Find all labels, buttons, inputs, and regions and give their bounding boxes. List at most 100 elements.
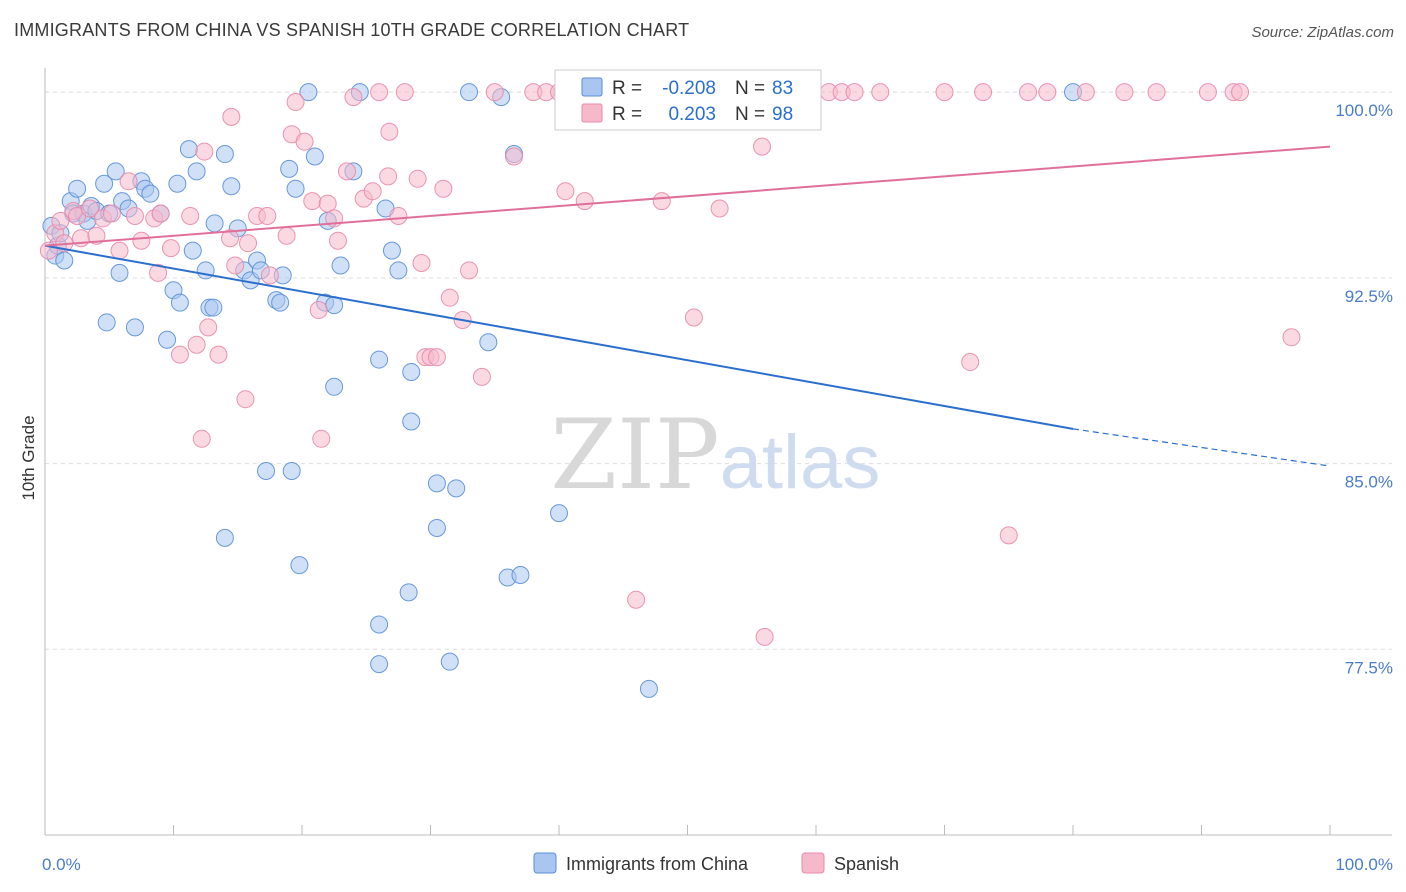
legend-box: R = -0.208 N = 83 R = 0.203 N = 98 (554, 69, 822, 131)
china-point (370, 655, 389, 674)
china-point (511, 566, 530, 584)
spanish-point (181, 206, 200, 225)
china-trend-line (44, 244, 1074, 430)
spanish-point (125, 206, 144, 225)
spanish-point (1076, 83, 1095, 102)
spanish-point (505, 147, 524, 166)
spanish-point (102, 204, 121, 223)
china-point (389, 261, 408, 280)
x-tick-label-min: 0.0% (42, 855, 81, 874)
china-point (125, 318, 144, 337)
spanish-point (312, 429, 331, 448)
spanish-point (344, 88, 363, 107)
legend-china-n-label: N = (735, 78, 765, 99)
chart-title: IMMIGRANTS FROM CHINA VS SPANISH 10TH GR… (14, 20, 690, 40)
watermark: ZIP atlas (550, 399, 880, 511)
china-trend-extension (1072, 428, 1331, 467)
bottom-legend-spanish: Spanish (834, 854, 899, 874)
china-point (282, 462, 301, 480)
spanish-point (845, 83, 864, 102)
spanish-point (277, 226, 296, 245)
watermark-zip: ZIP (550, 399, 719, 511)
trend-lines (44, 145, 1331, 467)
spanish-point (1115, 83, 1134, 102)
spanish-point (472, 367, 491, 386)
legend-swatch-spanish (581, 103, 603, 123)
legend-spanish-n-label: N = (735, 104, 765, 125)
china-point (479, 333, 498, 352)
spanish-point (309, 301, 328, 320)
spanish-point (1198, 83, 1217, 102)
china-point (427, 518, 446, 537)
china-point (286, 179, 305, 198)
spanish-point (161, 239, 180, 258)
china-point (305, 147, 324, 166)
spanish-point (380, 122, 399, 141)
spanish-point (556, 182, 575, 201)
spanish-point (961, 353, 980, 372)
china-point (55, 251, 74, 270)
china-point (447, 479, 466, 498)
legend-spanish-r-label: R = (612, 104, 642, 125)
spanish-point (627, 590, 646, 609)
spanish-point (434, 179, 453, 198)
spanish-point (328, 231, 347, 250)
china-point (382, 241, 401, 260)
spanish-point (199, 318, 218, 337)
china-point (205, 214, 224, 233)
legend-swatch-china (581, 77, 603, 97)
series-spanish-points (39, 83, 1301, 646)
legend-spanish-r-value: 0.203 (668, 104, 716, 125)
china-point (440, 652, 459, 671)
spanish-point (408, 169, 427, 188)
china-point (280, 159, 299, 178)
y-tick-label: 100.0% (1335, 101, 1393, 120)
spanish-point (395, 83, 414, 102)
spanish-point (684, 308, 703, 327)
legend-china-r-label: R = (612, 78, 642, 99)
spanish-point (755, 627, 774, 646)
china-point (299, 83, 318, 102)
china-point (158, 330, 177, 349)
spanish-point (151, 204, 170, 223)
spanish-point (389, 206, 408, 225)
spanish-point (460, 261, 479, 280)
spanish-point (260, 266, 279, 285)
spanish-point (363, 182, 382, 201)
spanish-point (753, 137, 772, 156)
spanish-point (221, 229, 240, 248)
china-point (271, 293, 290, 312)
y-tick-label: 77.5% (1345, 658, 1393, 677)
spanish-point (379, 167, 398, 186)
spanish-point (209, 345, 228, 364)
china-point (110, 263, 129, 282)
spanish-point (80, 199, 99, 218)
spanish-point (87, 226, 106, 245)
spanish-point (236, 390, 255, 409)
china-point (183, 241, 202, 260)
spanish-point (1147, 83, 1166, 102)
spanish-point (295, 132, 314, 151)
bottom-legend-swatch-china (533, 852, 557, 874)
spanish-point (427, 348, 446, 367)
spanish-point (370, 83, 389, 102)
bottom-legend: Immigrants from China Spanish (533, 852, 899, 874)
spanish-point (710, 199, 729, 218)
spanish-point (239, 234, 258, 253)
bottom-legend-china: Immigrants from China (566, 854, 749, 874)
legend-china-n-value: 83 (772, 78, 793, 99)
y-tick-label: 85.0% (1345, 473, 1393, 492)
china-point (215, 528, 234, 547)
china-point (215, 145, 234, 164)
spanish-point (318, 194, 337, 213)
spanish-point (1038, 83, 1057, 102)
legend-spanish-n-value: 98 (772, 104, 793, 125)
china-point (168, 174, 187, 193)
chart-source: Source: ZipAtlas.com (1251, 24, 1394, 41)
bottom-legend-swatch-spanish (801, 852, 825, 874)
spanish-point (132, 231, 151, 250)
spanish-point (110, 241, 129, 260)
spanish-point (258, 206, 277, 225)
china-point (402, 412, 421, 431)
watermark-atlas: atlas (720, 420, 881, 505)
